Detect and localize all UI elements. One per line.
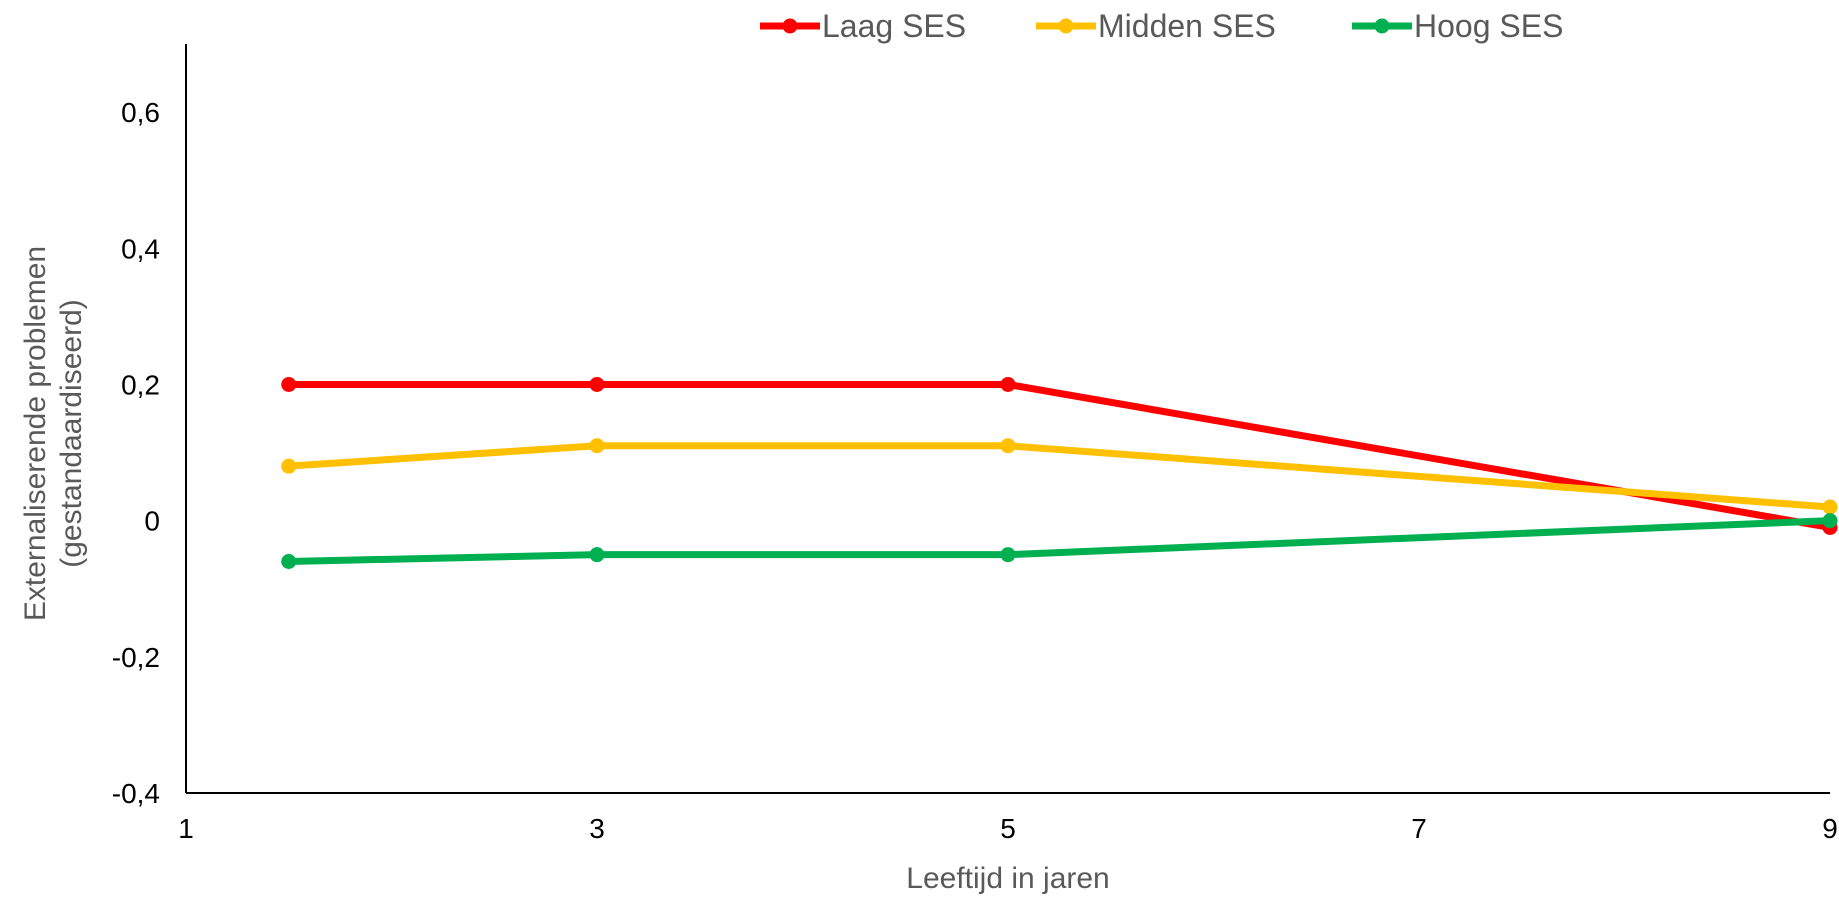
legend: Laag SES Midden SES Hoog SES bbox=[760, 8, 1563, 44]
legend-label: Laag SES bbox=[822, 8, 966, 44]
legend-swatch-marker bbox=[1058, 18, 1074, 34]
legend-label: Hoog SES bbox=[1414, 8, 1563, 44]
series-laag-ses bbox=[281, 376, 1838, 535]
y-tick-label: 0 bbox=[144, 506, 160, 537]
data-point bbox=[1000, 376, 1016, 392]
data-point bbox=[589, 547, 605, 563]
axes bbox=[185, 44, 1830, 794]
legend-item: Midden SES bbox=[1036, 8, 1276, 44]
x-axis-title: Leeftijd in jaren bbox=[906, 862, 1109, 895]
data-point bbox=[1000, 547, 1016, 563]
legend-label: Midden SES bbox=[1098, 8, 1276, 44]
y-tick-label: -0,2 bbox=[112, 642, 160, 673]
data-point bbox=[1822, 513, 1838, 529]
y-tick-label: 0,2 bbox=[121, 369, 160, 400]
y-tick-label: -0,4 bbox=[112, 778, 160, 809]
data-point bbox=[281, 553, 297, 569]
series-line bbox=[285, 517, 1834, 565]
series-line bbox=[285, 442, 1834, 511]
data-point bbox=[1822, 499, 1838, 515]
legend-swatch-marker bbox=[1374, 18, 1390, 34]
y-tick-label: 0,6 bbox=[121, 97, 160, 128]
x-tick-labels: 1 3 5 7 9 bbox=[178, 813, 1838, 844]
data-point bbox=[589, 376, 605, 392]
x-tick-label: 3 bbox=[589, 813, 605, 844]
y-axis-title-line: (gestandaardiseerd) bbox=[55, 299, 88, 568]
legend-item: Laag SES bbox=[760, 8, 966, 44]
data-point bbox=[281, 376, 297, 392]
x-tick-label: 5 bbox=[1000, 813, 1016, 844]
series-line bbox=[285, 380, 1834, 531]
x-tick-label: 9 bbox=[1822, 813, 1838, 844]
legend-item: Hoog SES bbox=[1352, 8, 1563, 44]
y-tick-labels: -0,4 -0,2 0 0,2 0,4 0,6 bbox=[112, 97, 160, 809]
series-midden-ses bbox=[281, 438, 1838, 515]
y-tick-label: 0,4 bbox=[121, 233, 160, 264]
data-point bbox=[589, 438, 605, 454]
data-point bbox=[281, 458, 297, 474]
y-axis-title-line: Externaliserende problemen bbox=[19, 246, 52, 621]
data-point bbox=[1000, 438, 1016, 454]
x-tick-label: 7 bbox=[1411, 813, 1427, 844]
series-hoog-ses bbox=[281, 513, 1838, 569]
series-group bbox=[281, 376, 1838, 569]
y-axis-title: Externaliserende problemen (gestandaardis… bbox=[19, 246, 88, 621]
legend-swatch-marker bbox=[782, 18, 798, 34]
x-tick-label: 1 bbox=[178, 813, 194, 844]
